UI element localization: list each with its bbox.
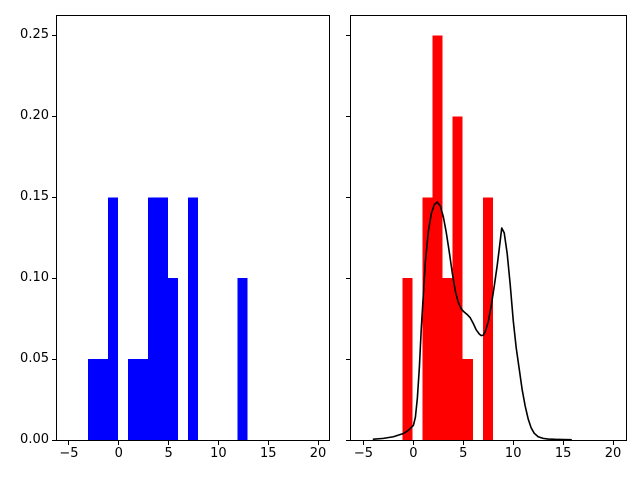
panel-left xyxy=(56,15,330,441)
x-tick-label: 0 xyxy=(409,446,418,461)
y-tick-mark xyxy=(52,115,56,117)
x-tick-mark xyxy=(267,441,269,445)
x-tick-label: 15 xyxy=(259,446,277,461)
plot-area-right xyxy=(372,35,572,440)
histogram-bar xyxy=(432,35,443,440)
x-tick-label: 5 xyxy=(459,446,468,461)
y-tick-mark xyxy=(346,196,350,198)
y-tick-mark xyxy=(52,34,56,36)
x-tick-mark xyxy=(462,441,464,445)
histogram-bar xyxy=(97,359,108,440)
x-tick-mark xyxy=(412,441,414,445)
x-tick-label: 0 xyxy=(114,446,123,461)
histogram-bar xyxy=(402,278,413,440)
x-tick-mark xyxy=(317,441,319,445)
x-tick-mark xyxy=(118,441,120,445)
histogram-bar xyxy=(87,359,98,440)
histogram-bar xyxy=(127,359,138,440)
histogram-bar xyxy=(422,197,433,440)
y-tick-mark xyxy=(52,439,56,441)
y-tick-mark xyxy=(52,358,56,360)
y-tick-mark xyxy=(346,277,350,279)
x-tick-label: −5 xyxy=(353,446,374,461)
histogram-bar xyxy=(442,278,453,440)
panel-right xyxy=(350,15,627,441)
x-tick-mark xyxy=(562,441,564,445)
x-tick-label: 10 xyxy=(504,446,522,461)
x-tick-mark xyxy=(68,441,70,445)
histogram-bar xyxy=(147,197,158,440)
y-tick-mark xyxy=(52,277,56,279)
x-tick-mark xyxy=(612,441,614,445)
x-tick-mark xyxy=(512,441,514,445)
y-tick-mark xyxy=(346,439,350,441)
y-tick-label: 0.00 xyxy=(20,432,49,447)
plot-area-left xyxy=(87,197,248,440)
x-tick-mark xyxy=(362,441,364,445)
y-tick-label: 0.10 xyxy=(20,270,49,286)
x-tick-label: 5 xyxy=(164,446,173,461)
kde-curve xyxy=(372,201,572,440)
histogram-bar xyxy=(137,359,148,440)
x-tick-label: 20 xyxy=(309,446,327,461)
x-tick-mark xyxy=(217,441,219,445)
y-tick-label: 0.25 xyxy=(20,27,49,43)
y-tick-label: 0.20 xyxy=(20,108,49,124)
y-tick-mark xyxy=(52,196,56,198)
histogram-bar xyxy=(462,359,473,440)
y-tick-label: 0.15 xyxy=(20,189,49,205)
histogram-bar xyxy=(482,197,493,440)
histogram-bar xyxy=(167,278,178,440)
histogram-bar xyxy=(187,197,198,440)
histogram-bar xyxy=(237,278,248,440)
x-tick-label: 10 xyxy=(210,446,227,461)
y-tick-mark xyxy=(346,34,350,36)
y-tick-mark xyxy=(346,358,350,360)
histogram-bar xyxy=(107,197,118,440)
x-tick-label: −5 xyxy=(59,446,79,461)
x-tick-mark xyxy=(168,441,170,445)
y-tick-label: 0.05 xyxy=(20,351,49,367)
histogram-bar xyxy=(452,116,463,440)
y-tick-mark xyxy=(346,115,350,117)
x-tick-label: 20 xyxy=(604,446,622,461)
histogram-bar xyxy=(157,197,168,440)
x-tick-label: 15 xyxy=(554,446,572,461)
